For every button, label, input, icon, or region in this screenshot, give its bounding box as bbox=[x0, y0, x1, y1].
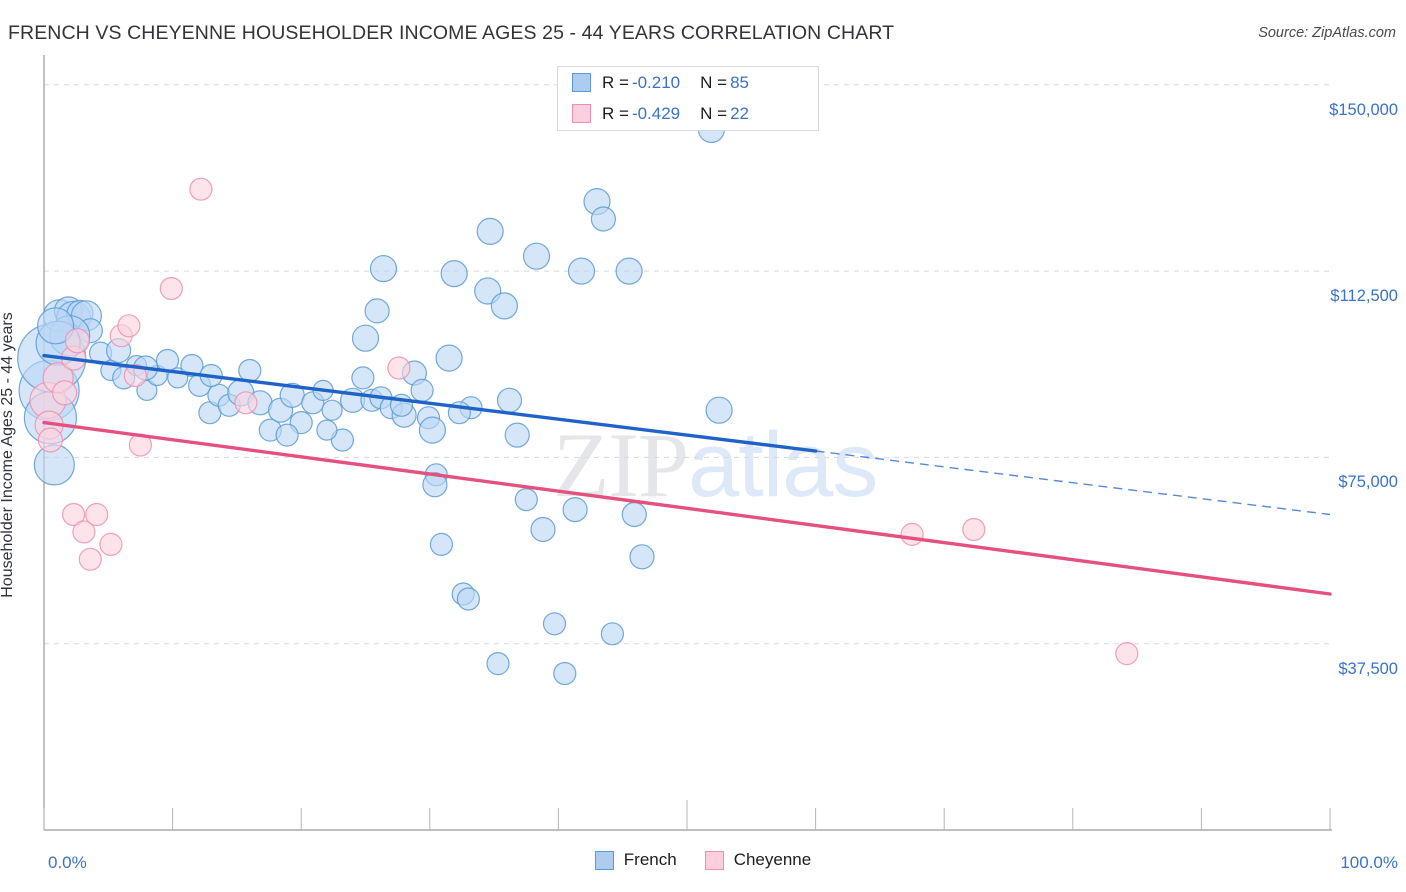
data-point[interactable] bbox=[180, 353, 204, 378]
stats-row-french: R = -0.210 N = 85 bbox=[558, 67, 818, 98]
data-point[interactable] bbox=[275, 423, 299, 447]
data-point[interactable] bbox=[456, 587, 480, 611]
french-r-value: -0.210 bbox=[631, 72, 681, 92]
correlation-stats-legend: R = -0.210 N = 85 R = -0.429 N = 22 bbox=[557, 66, 819, 131]
series-points-french bbox=[17, 115, 733, 686]
trendline-cheyenne bbox=[42, 420, 1332, 596]
data-point[interactable] bbox=[422, 472, 448, 498]
french-r-label: R = bbox=[602, 72, 629, 92]
cheyenne-legend-label: Cheyenne bbox=[733, 850, 812, 869]
data-point[interactable] bbox=[440, 260, 468, 288]
data-point[interactable] bbox=[72, 520, 96, 544]
data-point[interactable] bbox=[238, 358, 262, 383]
legend-item-cheyenne[interactable]: Cheyenne bbox=[704, 850, 812, 870]
legend-item-french[interactable]: French bbox=[594, 850, 677, 870]
data-point[interactable] bbox=[562, 497, 588, 523]
french-legend-label: French bbox=[623, 850, 677, 869]
data-point[interactable] bbox=[504, 422, 530, 448]
source-attribution: Source: ZipAtlas.com bbox=[1258, 25, 1396, 41]
data-point[interactable] bbox=[78, 547, 102, 571]
data-point[interactable] bbox=[567, 257, 596, 285]
data-point[interactable] bbox=[486, 651, 510, 676]
data-point[interactable] bbox=[364, 298, 390, 324]
data-point[interactable] bbox=[418, 416, 446, 444]
data-point[interactable] bbox=[553, 661, 577, 686]
y-tick-label: $112,500 bbox=[1330, 287, 1398, 306]
data-point[interactable] bbox=[490, 292, 518, 320]
data-point[interactable] bbox=[234, 391, 258, 415]
data-point[interactable] bbox=[900, 522, 924, 547]
data-point[interactable] bbox=[542, 612, 567, 636]
cheyenne-legend-swatch-icon bbox=[704, 850, 724, 870]
data-point[interactable] bbox=[590, 206, 617, 232]
cheyenne-r-label: R = bbox=[602, 103, 629, 123]
data-point[interactable] bbox=[621, 501, 647, 528]
data-point[interactable] bbox=[159, 276, 183, 301]
data-point[interactable] bbox=[615, 257, 643, 285]
series-legend: French Cheyenne bbox=[0, 850, 1406, 870]
data-point[interactable] bbox=[351, 324, 380, 352]
series-points-cheyenne bbox=[29, 177, 1139, 666]
cheyenne-color-swatch-icon bbox=[572, 104, 591, 123]
data-point[interactable] bbox=[387, 356, 411, 380]
french-n-label: N = bbox=[700, 72, 728, 92]
data-point[interactable] bbox=[189, 177, 213, 201]
data-point[interactable] bbox=[321, 399, 343, 421]
data-point[interactable] bbox=[351, 366, 375, 390]
french-legend-swatch-icon bbox=[594, 850, 614, 870]
data-point[interactable] bbox=[496, 387, 523, 413]
data-point[interactable] bbox=[61, 502, 86, 527]
data-point[interactable] bbox=[99, 532, 123, 557]
data-point[interactable] bbox=[530, 516, 556, 543]
french-n-value: 85 bbox=[730, 72, 749, 92]
data-point[interactable] bbox=[369, 255, 398, 283]
data-point[interactable] bbox=[316, 419, 338, 441]
data-point[interactable] bbox=[51, 380, 78, 406]
data-point[interactable] bbox=[476, 217, 504, 245]
data-point[interactable] bbox=[429, 532, 453, 557]
data-point[interactable] bbox=[117, 314, 141, 338]
data-point[interactable] bbox=[64, 328, 91, 354]
cheyenne-n-value: 22 bbox=[730, 103, 749, 123]
data-point[interactable] bbox=[37, 427, 64, 453]
trendline-french bbox=[42, 353, 818, 453]
y-tick-label: $75,000 bbox=[1338, 473, 1398, 492]
page-title: FRENCH VS CHEYENNE HOUSEHOLDER INCOME AG… bbox=[8, 22, 895, 44]
data-point[interactable] bbox=[522, 242, 551, 270]
data-point[interactable] bbox=[36, 307, 75, 345]
data-point[interactable] bbox=[85, 502, 109, 527]
stats-row-cheyenne: R = -0.429 N = 22 bbox=[558, 98, 818, 129]
french-color-swatch-icon bbox=[572, 73, 591, 92]
data-point[interactable] bbox=[705, 396, 733, 424]
data-point[interactable] bbox=[435, 344, 463, 372]
data-point[interactable] bbox=[123, 363, 147, 388]
data-point[interactable] bbox=[1115, 641, 1139, 666]
x-axis-max-label: 100.0% bbox=[1340, 853, 1398, 872]
data-point[interactable] bbox=[600, 622, 625, 646]
data-point[interactable] bbox=[330, 428, 354, 452]
data-point[interactable] bbox=[962, 517, 986, 542]
data-point[interactable] bbox=[629, 544, 655, 570]
cheyenne-r-value: -0.429 bbox=[631, 103, 681, 123]
cheyenne-n-label: N = bbox=[700, 103, 728, 123]
data-point[interactable] bbox=[410, 378, 434, 402]
y-tick-label: $37,500 bbox=[1338, 659, 1398, 678]
x-axis-min-label: 0.0% bbox=[48, 853, 87, 872]
trendline-projection-french bbox=[815, 450, 1331, 516]
data-point[interactable] bbox=[514, 488, 538, 512]
y-tick-label: $150,000 bbox=[1329, 100, 1398, 119]
